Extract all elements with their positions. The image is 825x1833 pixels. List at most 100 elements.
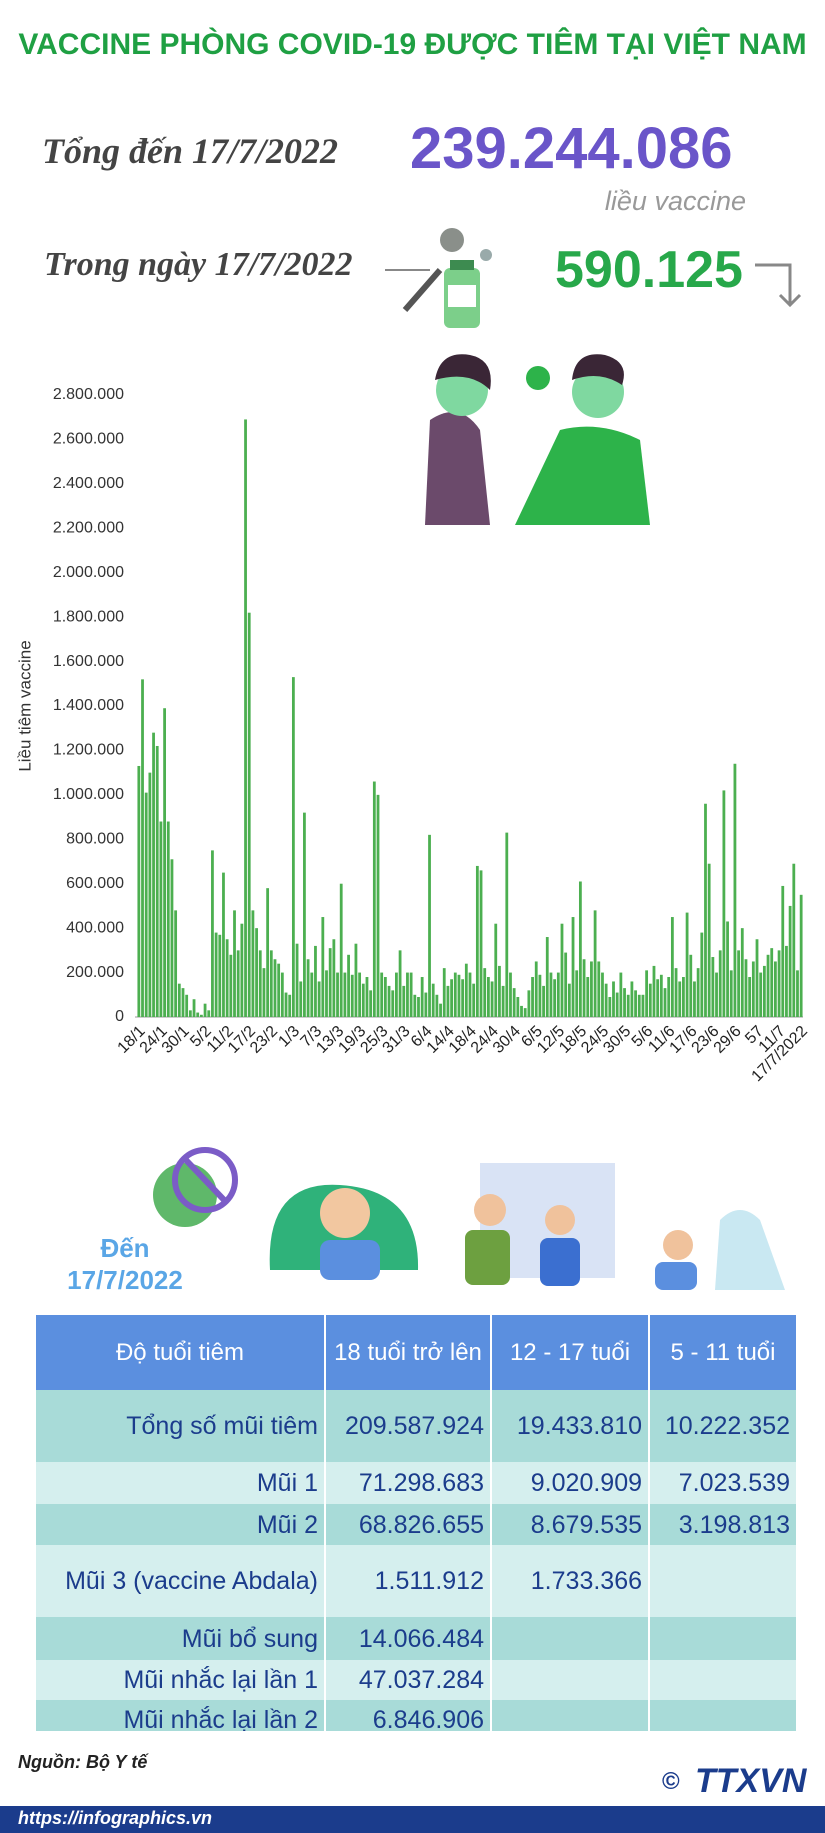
table-cell: 9.020.909 — [492, 1462, 650, 1504]
bar — [244, 419, 247, 1018]
bar — [652, 965, 656, 1017]
bar — [196, 1012, 200, 1017]
bar — [567, 983, 571, 1017]
title: VACCINE PHÒNG COVID-19 ĐƯỢC TIÊM TẠI VIỆ… — [18, 28, 807, 61]
bar — [663, 988, 667, 1017]
bar — [347, 954, 350, 1017]
table-cell: Mũi nhắc lại lần 2 — [36, 1700, 326, 1731]
logo: TTXVN — [695, 1762, 807, 1800]
bar — [468, 972, 472, 1017]
bar — [343, 972, 347, 1017]
y-tick-label: 2.400.000 — [53, 475, 124, 492]
bar — [545, 937, 549, 1017]
bar — [785, 945, 788, 1017]
bar — [685, 912, 689, 1017]
bar — [177, 983, 181, 1017]
bar — [571, 917, 575, 1017]
bar — [693, 981, 696, 1017]
table-cell — [650, 1617, 798, 1660]
as-of-line1: Đến — [100, 1233, 150, 1263]
bar — [759, 972, 763, 1017]
bar — [137, 765, 141, 1017]
bar — [229, 954, 233, 1017]
bar — [413, 994, 417, 1017]
bar — [619, 972, 623, 1017]
bar — [523, 1008, 527, 1017]
bar — [781, 885, 785, 1017]
table-cell: 68.826.655 — [326, 1504, 492, 1545]
bar — [475, 865, 479, 1017]
people-illustration — [425, 354, 650, 525]
bar — [766, 954, 770, 1017]
bar — [446, 985, 450, 1017]
table-cell: Mũi 1 — [36, 1462, 326, 1504]
bar — [612, 981, 615, 1017]
bar — [527, 990, 531, 1017]
day-label: Trong ngày 17/7/2022 — [44, 246, 353, 283]
bar — [369, 990, 373, 1017]
bar — [409, 972, 413, 1017]
bar — [788, 905, 792, 1017]
bar — [159, 821, 163, 1017]
table-cell: Tổng số mũi tiêm — [36, 1390, 326, 1462]
bar — [203, 1003, 207, 1017]
bar — [630, 981, 634, 1017]
as-of-label: Đến 17/7/2022 — [55, 1232, 195, 1296]
bar — [395, 972, 398, 1017]
bar — [207, 1010, 211, 1017]
bar — [262, 968, 266, 1017]
bar — [280, 972, 284, 1017]
table-cell: 47.037.284 — [326, 1660, 492, 1700]
bar — [461, 979, 465, 1017]
bar — [722, 790, 726, 1017]
bar — [575, 970, 579, 1017]
bar — [310, 972, 314, 1017]
bar — [744, 959, 748, 1017]
bar — [538, 974, 542, 1017]
bar — [718, 950, 722, 1017]
bar — [564, 952, 568, 1017]
bar — [453, 972, 457, 1017]
bar — [608, 997, 612, 1017]
bar — [225, 939, 229, 1017]
bar — [174, 910, 178, 1017]
bar — [615, 992, 619, 1017]
bar — [328, 948, 332, 1017]
bar — [770, 948, 774, 1017]
bar — [273, 959, 277, 1017]
bar — [472, 983, 476, 1017]
as-of-line2: 17/7/2022 — [67, 1265, 183, 1295]
bar — [218, 934, 222, 1017]
bar — [350, 974, 354, 1017]
total-label: Tổng đến 17/7/2022 — [42, 131, 339, 171]
table-row: Mũi nhắc lại lần 2 6.846.906 — [36, 1700, 798, 1731]
bar — [645, 970, 649, 1017]
bar — [737, 950, 741, 1017]
bar — [711, 957, 715, 1017]
table-cell — [650, 1660, 798, 1700]
bar — [442, 968, 446, 1017]
table-cell — [492, 1700, 650, 1731]
bar — [498, 965, 501, 1017]
bar — [417, 997, 420, 1017]
bar — [590, 961, 593, 1017]
bar — [376, 794, 380, 1017]
bar — [601, 972, 604, 1017]
bar — [659, 974, 663, 1017]
table-cell: Mũi 3 (vaccine Abdala) — [36, 1545, 326, 1617]
bar — [777, 950, 781, 1017]
bar — [682, 977, 685, 1017]
bar — [188, 1010, 192, 1017]
bar — [358, 972, 362, 1017]
y-tick-label: 1.000.000 — [53, 786, 124, 803]
bar — [740, 928, 744, 1017]
bar — [291, 677, 295, 1017]
bar — [170, 859, 174, 1017]
bar — [623, 988, 626, 1017]
bar — [774, 961, 777, 1017]
total-unit: liều vaccine — [604, 186, 746, 216]
header-cell: 5 - 11 tuổi — [650, 1315, 798, 1390]
bar — [387, 985, 391, 1017]
bar — [593, 910, 597, 1017]
bar — [258, 950, 262, 1017]
